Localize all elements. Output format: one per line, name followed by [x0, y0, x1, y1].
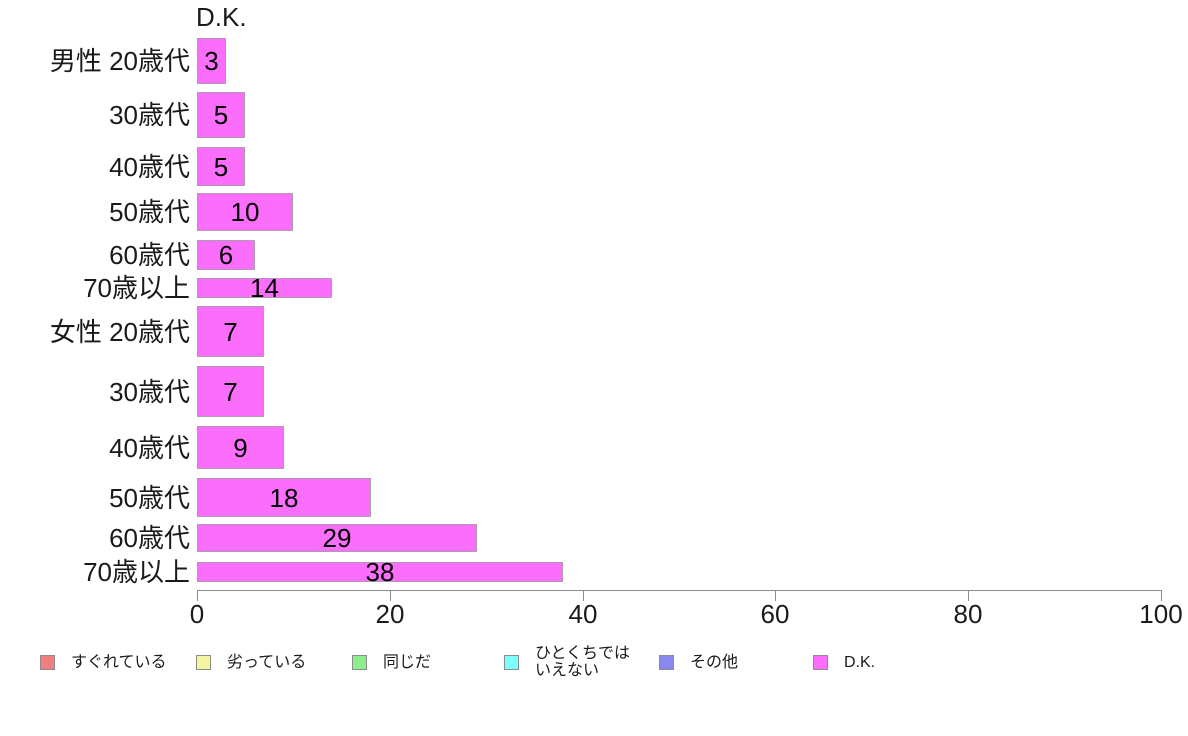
- category-label: 40歳代: [109, 432, 190, 463]
- legend-item-5: その他: [659, 644, 738, 680]
- bar-9: [197, 426, 284, 469]
- legend-swatch-icon: [813, 654, 828, 670]
- bar-6: [197, 278, 332, 298]
- bar-10: [197, 478, 371, 517]
- bar-3: [197, 147, 245, 186]
- bar-value-label: 14: [250, 273, 279, 303]
- category-label: 70歳以上: [83, 557, 190, 587]
- legend-label: 同じだ: [383, 653, 432, 671]
- x-tick-label: 100: [1139, 599, 1183, 629]
- bar-4: [197, 193, 293, 231]
- chart-title: D.K.: [196, 2, 247, 32]
- category-label: 女性 20歳代: [49, 316, 190, 347]
- x-axis-tick: [775, 590, 776, 601]
- x-axis-tick: [390, 590, 391, 601]
- category-label: 70歳以上: [83, 273, 190, 303]
- bar-value-label: 5: [213, 151, 229, 182]
- x-axis-tick: [583, 590, 584, 601]
- x-axis-tick: [1161, 590, 1162, 601]
- bar-1: [197, 38, 226, 84]
- category-label: 男性 20歳代: [49, 46, 190, 76]
- category-label: 60歳代: [109, 240, 190, 270]
- x-tick-label: 0: [189, 599, 205, 629]
- x-tick-label: 60: [760, 599, 790, 629]
- bar-value-label: 29: [322, 523, 352, 553]
- x-axis-tick: [968, 590, 969, 601]
- legend-item-3: 同じだ: [352, 644, 431, 680]
- legend-item-6: D.K.: [813, 644, 875, 680]
- category-label: 60歳代: [109, 523, 190, 553]
- legend-label: その他: [690, 653, 739, 671]
- category-label: 50歳代: [109, 482, 190, 513]
- bar-value-label: 6: [218, 240, 234, 270]
- legend-swatch-icon: [504, 654, 519, 670]
- legend-label: 劣っている: [227, 653, 307, 671]
- bar-2: [197, 92, 245, 138]
- legend-item-4: ひとくちでは いえない: [504, 644, 630, 680]
- bar-value-label: 38: [365, 557, 395, 587]
- category-label: 40歳代: [109, 151, 190, 182]
- legend-label: すぐれている: [71, 653, 167, 671]
- category-label: 30歳代: [109, 100, 190, 130]
- category-label: 30歳代: [109, 376, 190, 407]
- legend-swatch-icon: [352, 654, 367, 670]
- x-tick-label: 20: [375, 599, 405, 629]
- bar-11: [197, 524, 477, 552]
- x-tick-label: 80: [953, 599, 983, 629]
- bar-value-label: 10: [230, 197, 260, 227]
- bar-value-label: 9: [233, 432, 248, 463]
- bar-value-label: 7: [223, 316, 238, 347]
- bar-12: [197, 562, 563, 582]
- bar-7: [197, 306, 264, 357]
- category-label: 50歳代: [109, 197, 190, 227]
- legend-swatch-icon: [659, 654, 674, 670]
- legend-item-1: すぐれている: [40, 644, 167, 680]
- x-tick-label: 40: [568, 599, 598, 629]
- bar-value-label: 5: [213, 100, 229, 130]
- bar-value-label: 18: [269, 482, 299, 513]
- legend-item-2: 劣っている: [196, 644, 306, 680]
- bar-value-label: 3: [204, 46, 219, 76]
- x-axis-tick: [197, 590, 198, 601]
- bar-5: [197, 240, 255, 270]
- bar-8: [197, 366, 264, 417]
- legend-label: D.K.: [844, 653, 876, 671]
- x-axis-line: [197, 590, 1161, 591]
- legend-label: ひとくちでは いえない: [535, 645, 631, 679]
- legend-swatch-icon: [196, 654, 211, 670]
- legend-swatch-icon: [40, 654, 55, 670]
- bar-value-label: 7: [223, 376, 238, 407]
